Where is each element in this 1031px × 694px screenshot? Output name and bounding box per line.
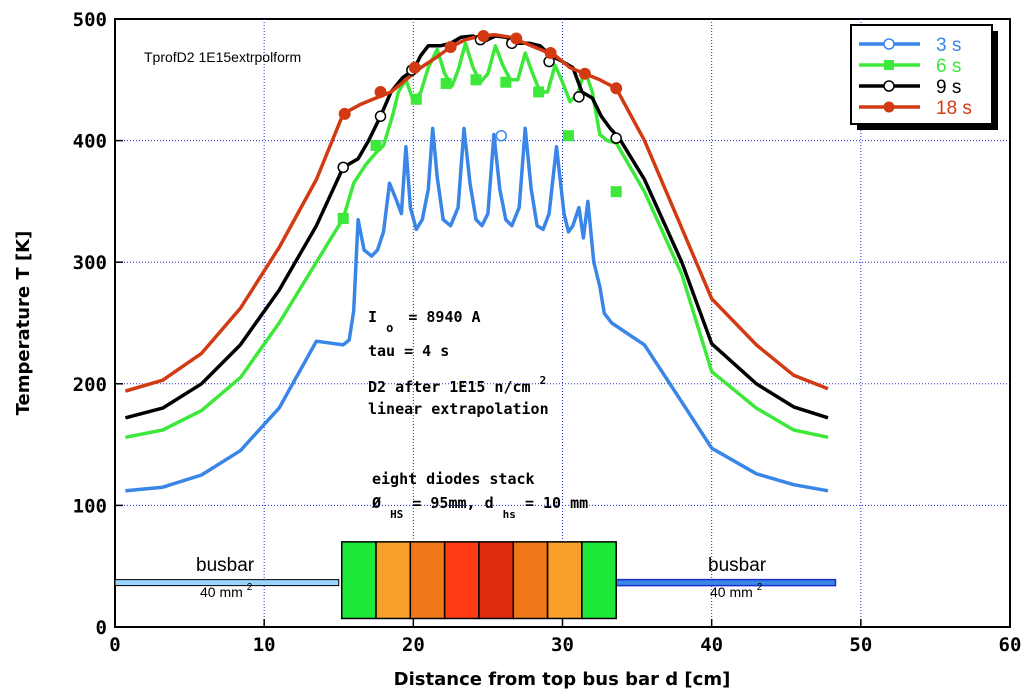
diode-segment (581, 541, 617, 620)
series-marker (440, 77, 452, 89)
annotation-geometry-sub2: hs (503, 508, 516, 521)
busbar-right-area-sup: 2 (757, 582, 763, 593)
annotation-current: I o = 8940 A (368, 308, 481, 336)
annotation-current-value: = 8940 A (408, 308, 480, 326)
legend-marker (883, 38, 895, 50)
annotation-fluence-superscript: 2 (540, 374, 547, 387)
series-marker (410, 93, 422, 105)
series-marker (495, 129, 508, 142)
busbar-right-area-text: 40 mm (710, 584, 753, 600)
diode-segment (375, 541, 412, 620)
series-line (125, 41, 829, 440)
annotation-current-symbol: I (368, 308, 377, 326)
busbar-right-area: 40 mm 2 (710, 582, 763, 600)
series-group (124, 30, 829, 493)
y-tick-label: 400 (73, 131, 107, 153)
axis-tick-labels: 0 10 20 30 40 50 60 0 100 200 300 400 500 (73, 9, 1022, 656)
annotation-current-subscript: o (386, 321, 393, 335)
annotation-geometry-sub1: HS (390, 508, 403, 521)
series-marker (610, 82, 623, 95)
x-tick-label: 40 (700, 634, 723, 656)
series-line (124, 33, 829, 393)
annotation-geometry: Ø HS = 95mm, d hs = 10 mm (371, 494, 588, 522)
diode-segment (443, 541, 480, 620)
diode-stack (340, 541, 617, 620)
x-tick-label: 50 (849, 634, 872, 656)
legend-label: 3 s (936, 35, 961, 56)
diode-segment (478, 541, 515, 620)
x-tick-label: 30 (551, 634, 574, 656)
x-tick-label: 0 (109, 634, 120, 656)
series-marker (533, 86, 545, 98)
x-tick-label: 60 (999, 634, 1022, 656)
x-tick-label: 20 (402, 634, 425, 656)
legend-label: 9 s (936, 77, 961, 98)
series-line (125, 126, 829, 493)
annotation-fluence-text: D2 after 1E15 n/cm (368, 378, 531, 396)
series-marker (544, 47, 557, 60)
series-marker (470, 74, 482, 86)
series-marker (573, 91, 585, 103)
legend-items: 3 s6 s9 s18 s (859, 35, 972, 119)
series-marker (338, 107, 351, 120)
chart-title: TprofD2 1E15extrpolform (144, 49, 301, 65)
annotation-tau: tau = 4 s (368, 342, 449, 360)
y-tick-label: 100 (73, 495, 107, 517)
grid-lines (114, 18, 1011, 628)
series-marker (510, 32, 523, 45)
busbar-left (114, 579, 340, 587)
legend-marker (883, 101, 895, 113)
y-tick-label: 200 (73, 374, 107, 396)
diode-segment (409, 541, 446, 620)
series-marker (408, 61, 421, 74)
series-marker (610, 132, 622, 144)
series-marker (337, 212, 349, 224)
series-marker (477, 30, 490, 43)
series-marker (374, 85, 387, 98)
busbar-left-label: busbar (196, 555, 255, 576)
series-marker (562, 130, 574, 142)
x-tick-label: 10 (253, 634, 276, 656)
legend-marker (883, 80, 895, 92)
series-line (124, 34, 829, 420)
legend-label: 6 s (936, 56, 961, 77)
legend-label: 18 s (936, 98, 972, 119)
series-marker (610, 186, 622, 198)
legend: 3 s6 s9 s18 s (850, 24, 998, 130)
annotation-geometry-rest: = 10 mm (525, 494, 588, 512)
annotation-stack: eight diodes stack (372, 470, 535, 488)
y-axis-label: Temperature T [K] (13, 231, 34, 416)
series-marker (500, 76, 512, 88)
series-marker (374, 110, 387, 123)
annotation-extrapolation: linear extrapolation (368, 400, 549, 418)
y-tick-label: 300 (73, 252, 107, 274)
diode-segment (512, 541, 549, 620)
series-marker (370, 139, 382, 151)
diode-segment (340, 541, 377, 620)
y-tick-label: 500 (73, 9, 107, 31)
annotation-geometry-mid: = 95mm, d (412, 494, 493, 512)
y-tick-label: 0 (96, 617, 107, 639)
series-marker (337, 161, 349, 174)
series-marker (444, 40, 457, 53)
busbar-left-area-text: 40 mm (200, 584, 243, 600)
diode-segment (546, 541, 583, 620)
busbar-left-area: 40 mm 2 (200, 582, 253, 600)
annotation-geometry-symbol: Ø (371, 494, 381, 512)
annotation-fluence: D2 after 1E15 n/cm 2 (368, 374, 546, 396)
busbar-left-area-sup: 2 (247, 582, 253, 593)
legend-marker (884, 60, 894, 70)
x-axis-label: Distance from top bus bar d [cm] (394, 669, 731, 690)
busbar-right-label: busbar (708, 555, 767, 576)
series-marker (578, 67, 591, 80)
